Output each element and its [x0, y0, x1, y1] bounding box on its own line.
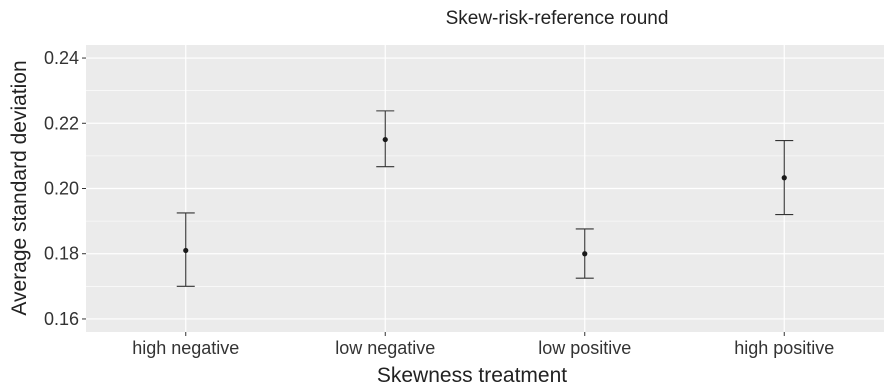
- y-tick-label: 0.16: [44, 309, 79, 329]
- x-tick-label: high negative: [132, 338, 239, 358]
- data-marks: [176, 110, 794, 287]
- y-tick-label: 0.20: [44, 179, 79, 199]
- mean-point: [582, 251, 588, 257]
- grid-lines: [86, 45, 884, 332]
- x-tick-label: low positive: [538, 338, 631, 358]
- error-bar: [775, 140, 794, 216]
- axis-ticks: 0.16 0.18 0.20 0.22 0.24 high negative low neg…: [44, 48, 834, 358]
- chart-title: Skew-risk-reference round: [446, 8, 669, 29]
- mean-point: [183, 247, 189, 254]
- y-tick-label: 0.18: [44, 244, 79, 264]
- y-axis-title: Average standard deviation: [8, 60, 31, 315]
- mean-point: [382, 136, 388, 143]
- error-bar: [376, 110, 395, 168]
- x-tick-label: low negative: [335, 338, 435, 358]
- y-tick-label: 0.22: [44, 113, 79, 133]
- error-bar: [575, 228, 594, 279]
- y-tick-label: 0.24: [44, 48, 79, 68]
- x-axis-title: Skewness treatment: [377, 364, 567, 386]
- error-bar: [176, 212, 195, 287]
- x-tick-label: high positive: [734, 338, 834, 358]
- mean-point: [781, 175, 787, 181]
